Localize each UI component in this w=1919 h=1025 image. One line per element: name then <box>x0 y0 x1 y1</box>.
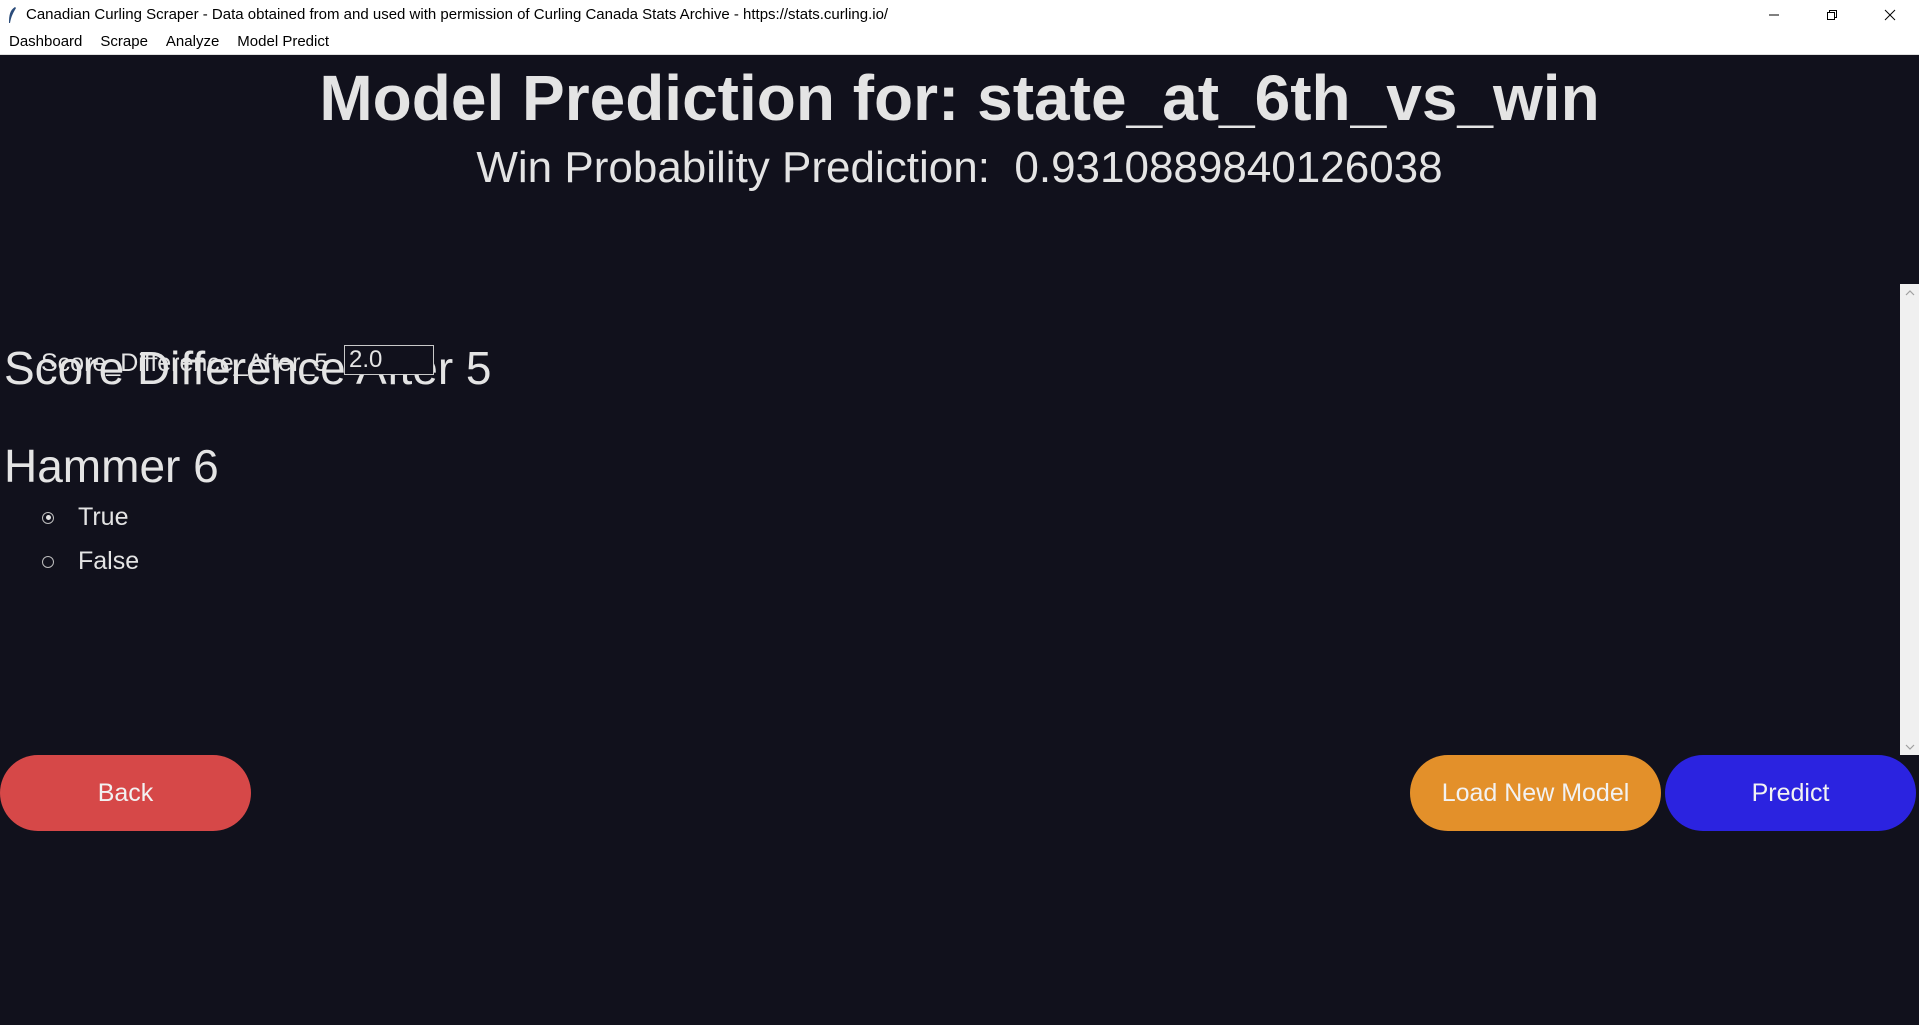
main-content: Model Prediction for: state_at_6th_vs_wi… <box>0 55 1919 1025</box>
radio-label-false: False <box>78 547 140 575</box>
radio-button-true[interactable] <box>42 511 54 524</box>
close-icon <box>1884 9 1896 20</box>
close-button[interactable] <box>1861 0 1919 29</box>
minimize-icon <box>1769 14 1779 15</box>
radio-button-false[interactable] <box>42 555 54 568</box>
vertical-scrollbar[interactable] <box>1900 284 1919 755</box>
hammer-option-true[interactable]: True <box>42 503 128 532</box>
window-title: Canadian Curling Scraper - Data obtained… <box>26 6 889 23</box>
prediction-label: Win Probability Prediction: <box>476 143 990 192</box>
score-difference-input[interactable] <box>344 345 434 375</box>
window-controls <box>1745 0 1919 29</box>
score-field-label: Score_Difference_After_5 <box>41 349 329 377</box>
scroll-down-arrow[interactable] <box>1900 738 1919 755</box>
scroll-up-arrow[interactable] <box>1900 284 1919 301</box>
hammer-section-title: Hammer 6 <box>4 440 219 492</box>
restore-button[interactable] <box>1803 0 1861 29</box>
radio-label-true: True <box>78 503 129 531</box>
restore-icon <box>1827 9 1837 20</box>
menu-item-model-predict[interactable]: Model Predict <box>237 33 330 50</box>
minimize-button[interactable] <box>1745 0 1803 29</box>
chevron-up-icon <box>1905 289 1914 295</box>
prediction-value: 0.9310889840126038 <box>1014 143 1443 192</box>
page-title: Model Prediction for: state_at_6th_vs_wi… <box>319 62 1600 134</box>
feather-icon <box>6 6 18 24</box>
menu-item-analyze[interactable]: Analyze <box>165 33 220 50</box>
back-button[interactable]: Back <box>0 755 251 831</box>
predict-button[interactable]: Predict <box>1665 755 1916 831</box>
prediction-result: Win Probability Prediction: 0.9310889840… <box>0 143 1919 193</box>
menu-item-scrape[interactable]: Scrape <box>100 33 148 50</box>
title-bar: Canadian Curling Scraper - Data obtained… <box>0 0 1919 29</box>
menu-item-dashboard[interactable]: Dashboard <box>9 33 83 50</box>
load-new-model-button[interactable]: Load New Model <box>1410 755 1661 831</box>
hammer-option-false[interactable]: False <box>42 547 139 576</box>
radio-selected-dot <box>45 515 51 520</box>
chevron-down-icon <box>1905 744 1914 750</box>
menu-bar: Dashboard Scrape Analyze Model Predict <box>0 29 1919 55</box>
